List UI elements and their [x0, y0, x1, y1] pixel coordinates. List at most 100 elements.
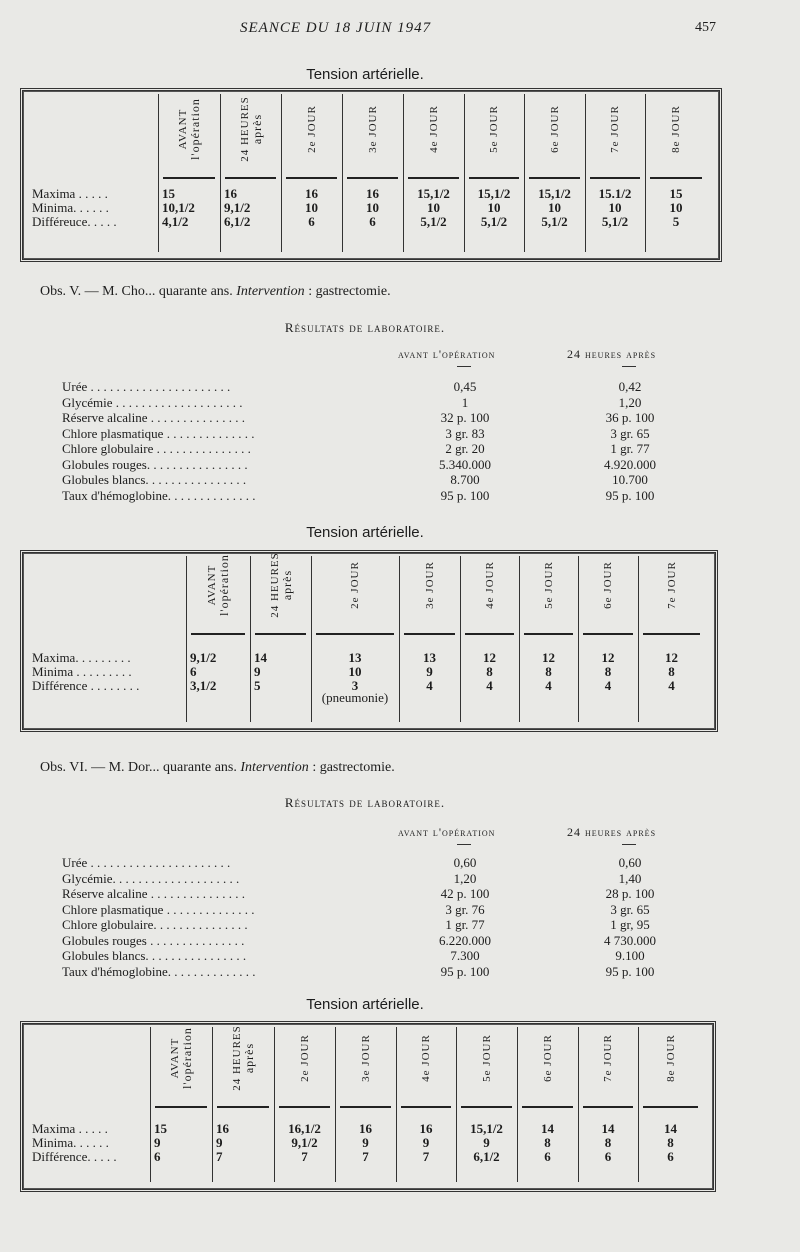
- table-cell: 8: [486, 664, 493, 679]
- column-header: 7e JOUR: [666, 545, 678, 625]
- header-rule: [408, 177, 459, 179]
- table-cell: 9: [216, 1135, 223, 1150]
- column-header-line: 8e JOUR: [670, 105, 682, 153]
- table-cell: 6: [154, 1149, 161, 1164]
- lab-row-label: Chlore globulaire . . . . . . . . . . . …: [62, 441, 251, 456]
- header-rule: [583, 633, 633, 635]
- table-cell: 3,1/2: [190, 678, 217, 693]
- header-rule: [522, 1106, 573, 1108]
- header-rule: [163, 177, 215, 179]
- lab-value-before: 7.300: [450, 948, 480, 963]
- table-cell: 16: [224, 186, 237, 201]
- column-divider: [464, 94, 465, 252]
- lab-title: Résultats de laboratoire.: [284, 795, 446, 810]
- lab-value-after: 1,40: [618, 870, 642, 886]
- column-divider: [456, 1027, 457, 1182]
- row-label: Maxima . . . . .: [32, 186, 108, 201]
- table-cell: 9: [362, 1135, 369, 1150]
- column-divider: [342, 94, 343, 252]
- table-cell: 5,1/2: [541, 214, 568, 229]
- column-header-line: l'opération: [217, 554, 231, 616]
- table-title: Tension artérielle.: [306, 996, 424, 1013]
- column-divider: [524, 94, 525, 252]
- column-header: 3e JOUR: [367, 89, 379, 169]
- lab-row-label: Urée . . . . . . . . . . . . . . . . . .…: [62, 379, 231, 394]
- table-cell: 14: [601, 1121, 615, 1136]
- table-cell: 15,1/2: [470, 1121, 503, 1136]
- column-header-line: 3e JOUR: [359, 1034, 372, 1082]
- observation-line: Obs. VI. — M. Dor... quarante ans. Inter…: [40, 760, 395, 776]
- column-header-line: 2e JOUR: [305, 105, 318, 153]
- table-cell: 5: [254, 678, 261, 693]
- lab-value-before: 1 gr. 77: [445, 917, 485, 932]
- lab-value-after: 1,20: [618, 394, 642, 410]
- lab-value-before: 2 gr. 20: [445, 441, 485, 456]
- table-cell: 12: [601, 650, 615, 665]
- column-header: AVANT l'opération: [206, 545, 231, 625]
- lab-title: Résultats de laboratoire.: [284, 320, 446, 335]
- column-header: 2e JOUR: [299, 1018, 311, 1098]
- header-rule: [529, 177, 580, 179]
- table-frame: [20, 550, 718, 732]
- header-rule: [316, 633, 394, 635]
- row-label: Minima . . . . . . . . .: [32, 664, 132, 679]
- column-header: 24 HEURES après: [231, 1018, 256, 1098]
- row-label: Différence . . . . . . . .: [32, 678, 140, 693]
- column-header: 6e JOUR: [602, 545, 614, 625]
- lab-value-after: 9.100: [615, 948, 645, 963]
- table-frame: [20, 1021, 716, 1192]
- table-cell: 8: [604, 664, 612, 679]
- header-rule: [255, 633, 306, 635]
- table-cell: 8: [545, 664, 552, 679]
- column-header: 2e JOUR: [306, 89, 318, 169]
- lab-row-label: Chlore plasmatique . . . . . . . . . . .…: [62, 425, 255, 441]
- dash: [457, 844, 471, 845]
- column-header: 3e JOUR: [360, 1018, 372, 1098]
- header-rule: [590, 177, 640, 179]
- table-cell: 10: [608, 200, 622, 215]
- observation-line: Obs. V. — M. Cho... quarante ans. Interv…: [40, 284, 391, 300]
- table-cell: 15: [669, 186, 683, 201]
- table-cell: 9: [154, 1135, 161, 1150]
- table-cell: 6: [369, 214, 376, 229]
- lab-value-after: 0,60: [618, 855, 642, 870]
- column-header-line: 7e JOUR: [665, 561, 678, 609]
- row-label: Minima. . . . . .: [32, 1135, 109, 1150]
- header-rule: [583, 1106, 633, 1108]
- column-divider: [396, 1027, 397, 1182]
- lab-row-label: Taux d'hémoglobine. . . . . . . . . . . …: [62, 963, 256, 979]
- observation-prefix: Obs. V. — M. Cho... quarante ans.: [40, 284, 233, 299]
- column-header: 7e JOUR: [602, 1018, 614, 1098]
- header-rule: [217, 1106, 269, 1108]
- table-cell: 14: [254, 650, 267, 665]
- table-cell: 6: [190, 664, 197, 679]
- table-cell: 6: [604, 1149, 612, 1164]
- table-cell: 8: [544, 1135, 551, 1150]
- table-cell: 3: [351, 678, 359, 693]
- table-cell: 9,1/2: [291, 1135, 318, 1150]
- table-cell: 8: [668, 664, 675, 679]
- table-cell: 8: [604, 1135, 612, 1150]
- lab-row-label: Globules rouges . . . . . . . . . . . . …: [62, 932, 245, 948]
- column-divider: [158, 94, 159, 252]
- header-rule: [401, 1106, 451, 1108]
- observation-emph: Intervention: [240, 760, 309, 775]
- column-divider: [186, 556, 187, 722]
- header-rule: [461, 1106, 512, 1108]
- header-rule: [347, 177, 398, 179]
- column-header-line: 4e JOUR: [420, 1034, 432, 1082]
- table-cell: 15: [154, 1121, 167, 1136]
- column-divider: [311, 556, 312, 722]
- table-cell: 12: [483, 650, 496, 665]
- column-divider: [212, 1027, 213, 1182]
- table-cell: 10: [348, 664, 362, 679]
- table-cell: 5: [672, 214, 680, 229]
- lab-value-before: 5.340.000: [439, 456, 491, 472]
- table-cell: 6: [667, 1149, 674, 1164]
- lab-row-label: Globules rouges. . . . . . . . . . . . .…: [62, 456, 248, 472]
- lab-value-after: 3 gr. 65: [610, 425, 650, 441]
- lab-value-before: 3 gr. 76: [445, 901, 485, 917]
- table-cell: 7: [422, 1149, 430, 1164]
- column-header: 8e JOUR: [670, 89, 682, 169]
- lab-value-after: 1 gr. 77: [610, 441, 650, 456]
